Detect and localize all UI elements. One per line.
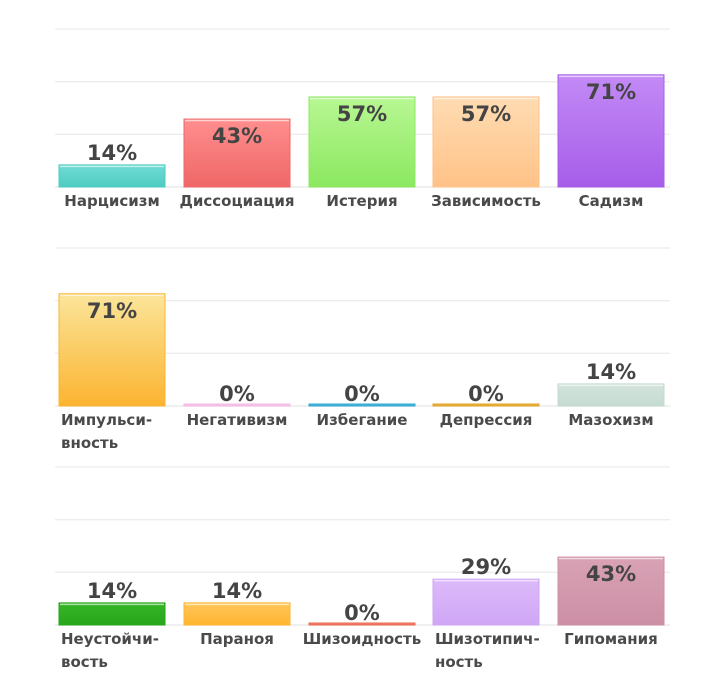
category-label: Гипомания xyxy=(564,630,658,648)
data-label: 43% xyxy=(586,562,636,586)
data-label: 71% xyxy=(586,80,636,104)
data-label: 43% xyxy=(212,124,262,148)
category-label: Депрессия xyxy=(440,411,533,429)
bar xyxy=(183,403,291,407)
category-label: вность xyxy=(61,434,118,452)
bar xyxy=(58,164,166,188)
bar xyxy=(557,556,665,626)
category-label: Импульси- xyxy=(61,411,152,429)
category-label: Садизм xyxy=(579,192,644,210)
bar xyxy=(432,403,540,407)
bar xyxy=(308,403,416,407)
category-label: Диссоциация xyxy=(180,192,295,210)
category-label: Избегание xyxy=(317,411,408,429)
category-label: Параноя xyxy=(200,630,274,648)
category-label: Зависимость xyxy=(431,192,541,210)
bar xyxy=(183,602,291,626)
data-label: 57% xyxy=(337,102,387,126)
bar xyxy=(308,96,416,188)
data-label: 57% xyxy=(461,102,511,126)
category-label: Нарцисизм xyxy=(64,192,159,210)
category-label: вость xyxy=(61,653,108,671)
category-label: Неустойчи- xyxy=(61,630,159,648)
data-label: 0% xyxy=(219,382,255,406)
bar xyxy=(557,74,665,188)
category-label: Истерия xyxy=(326,192,397,210)
data-label: 14% xyxy=(586,360,636,384)
data-label: 0% xyxy=(344,601,380,625)
data-label: 14% xyxy=(87,579,137,603)
bar xyxy=(58,602,166,626)
data-label: 29% xyxy=(461,555,511,579)
category-label: Шизоидность xyxy=(303,630,421,648)
bar xyxy=(432,96,540,188)
bar xyxy=(432,578,540,626)
bar xyxy=(557,383,665,407)
bar xyxy=(58,293,166,407)
category-label: ность xyxy=(435,653,483,671)
data-label: 14% xyxy=(212,579,262,603)
category-label: Мазохизм xyxy=(568,411,653,429)
category-label: Шизотипич- xyxy=(435,630,540,648)
category-label: Негативизм xyxy=(187,411,288,429)
bar xyxy=(183,118,291,188)
data-label: 0% xyxy=(344,382,380,406)
data-label: 0% xyxy=(468,382,504,406)
data-label: 14% xyxy=(87,141,137,165)
bar xyxy=(308,622,416,626)
data-label: 71% xyxy=(87,299,137,323)
